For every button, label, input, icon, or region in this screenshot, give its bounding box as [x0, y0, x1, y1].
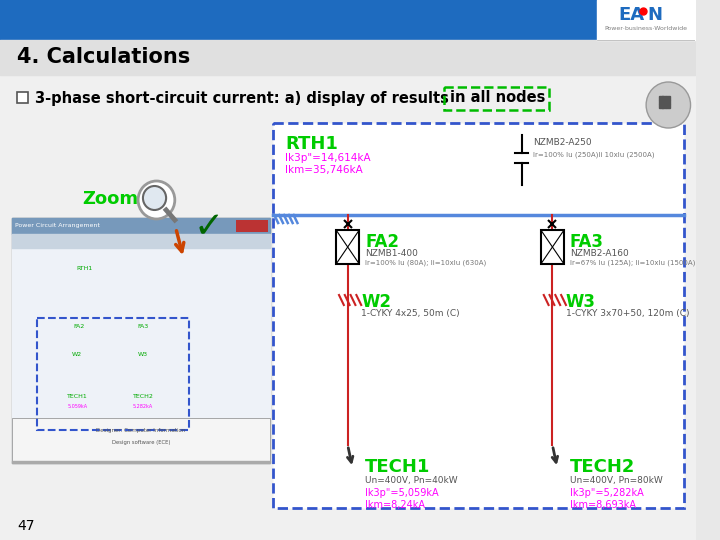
- Text: 4. Calculations: 4. Calculations: [17, 47, 191, 67]
- Text: FA2: FA2: [365, 233, 399, 251]
- Bar: [17, 92, 28, 103]
- Text: W3: W3: [138, 352, 148, 357]
- Text: 1-CYKY 4x25, 50m (C): 1-CYKY 4x25, 50m (C): [361, 309, 460, 318]
- Text: Power·business·Worldwide: Power·business·Worldwide: [605, 25, 688, 30]
- Text: Design software (ECE): Design software (ECE): [112, 440, 170, 445]
- Text: TECH2: TECH2: [132, 394, 153, 399]
- Text: FA3: FA3: [570, 233, 604, 251]
- Text: RTH1: RTH1: [77, 266, 93, 271]
- Bar: [37, 318, 189, 430]
- Text: in all nodes: in all nodes: [450, 91, 546, 105]
- Text: Un=400V, Pn=80kW: Un=400V, Pn=80kW: [570, 476, 662, 485]
- Text: Ir=100% Iu (80A); Ii=10xIu (630A): Ir=100% Iu (80A); Ii=10xIu (630A): [365, 259, 486, 266]
- Circle shape: [646, 82, 690, 128]
- Text: Ik3p"=14,614kA: Ik3p"=14,614kA: [285, 153, 371, 163]
- Text: Designer: Computer Information: Designer: Computer Information: [96, 428, 186, 433]
- Text: 5.282kA: 5.282kA: [132, 404, 153, 409]
- Text: ✓: ✓: [193, 210, 223, 244]
- Bar: [12, 218, 271, 463]
- Text: FA2: FA2: [73, 324, 85, 329]
- Bar: [336, 230, 359, 264]
- Text: W2: W2: [361, 293, 391, 311]
- Text: W3: W3: [566, 293, 596, 311]
- Text: RTH1: RTH1: [285, 135, 338, 153]
- Bar: [12, 418, 271, 463]
- Circle shape: [138, 181, 175, 219]
- Text: NZMB2-A160: NZMB2-A160: [570, 249, 629, 258]
- Text: NZMB2-A250: NZMB2-A250: [533, 138, 592, 147]
- Bar: [274, 123, 684, 508]
- Text: Zoom: Zoom: [82, 190, 138, 208]
- Text: NZMB1-400: NZMB1-400: [365, 249, 418, 258]
- Text: TECH2: TECH2: [570, 458, 635, 476]
- Text: EA: EA: [618, 6, 644, 24]
- Text: Ikm=35,746kA: Ikm=35,746kA: [285, 165, 363, 175]
- Text: 1-CYKY 3x70+50, 120m (C): 1-CYKY 3x70+50, 120m (C): [566, 309, 690, 318]
- Text: 5.059kA: 5.059kA: [67, 404, 87, 409]
- Text: W2: W2: [72, 352, 82, 357]
- Bar: [444, 87, 549, 110]
- Text: Ikm=8,24kA: Ikm=8,24kA: [365, 500, 425, 510]
- Bar: [541, 230, 564, 264]
- Text: Ik3p"=5,059kA: Ik3p"=5,059kA: [365, 488, 438, 498]
- Text: N: N: [647, 6, 662, 24]
- Text: Ir=100% Iu (250A)Ii 10xIu (2500A): Ir=100% Iu (250A)Ii 10xIu (2500A): [533, 151, 654, 158]
- Text: Ikm=8,693kA: Ikm=8,693kA: [570, 500, 636, 510]
- Text: TECH1: TECH1: [365, 458, 431, 476]
- Text: TECH1: TECH1: [67, 394, 88, 399]
- Bar: [235, 220, 269, 232]
- Text: Ir=67% Iu (125A); Ii=10xIu (1500A): Ir=67% Iu (125A); Ii=10xIu (1500A): [570, 259, 696, 266]
- Text: Un=400V, Pn=40kW: Un=400V, Pn=40kW: [365, 476, 458, 485]
- Circle shape: [143, 186, 166, 210]
- Text: FA3: FA3: [138, 324, 148, 329]
- Text: Power Circuit Arrangement: Power Circuit Arrangement: [15, 224, 100, 228]
- Text: 3-phase short-circuit current: a) display of results: 3-phase short-circuit current: a) displa…: [35, 91, 449, 105]
- Text: 47: 47: [17, 519, 35, 533]
- Text: Ik3p"=5,282kA: Ik3p"=5,282kA: [570, 488, 644, 498]
